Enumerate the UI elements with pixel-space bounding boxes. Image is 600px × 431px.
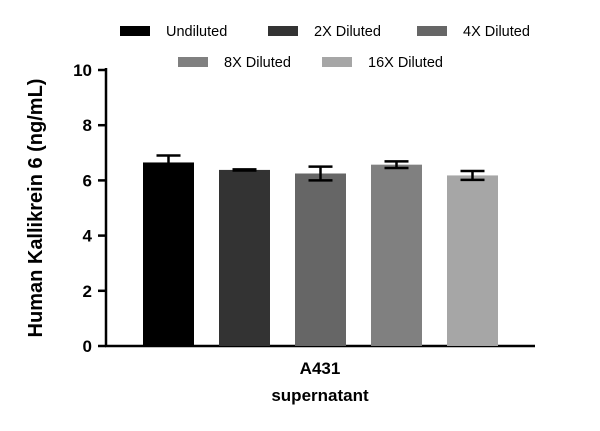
y-ticks: 0 2 4 6 8 10	[73, 61, 106, 356]
y-tick-label: 0	[83, 337, 92, 356]
legend-swatch-1	[120, 26, 150, 36]
bar-3	[295, 173, 346, 346]
legend-label-1: Undiluted	[166, 24, 227, 40]
legend-swatch-4	[178, 57, 208, 67]
legend-swatch-5	[322, 57, 352, 67]
y-tick-label: 10	[73, 61, 92, 80]
legend-label-4: 8X Diluted	[224, 55, 291, 71]
legend-swatch-2	[268, 26, 298, 36]
y-tick-label: 2	[83, 282, 92, 301]
y-tick-label: 4	[83, 227, 93, 246]
bar-4	[371, 164, 422, 346]
legend-swatch-3	[417, 26, 447, 36]
bar-1	[143, 162, 194, 346]
legend: Undiluted 2X Diluted 4X Diluted 8X Diluted 1…	[120, 24, 530, 71]
legend-label-5: 16X Diluted	[368, 55, 443, 71]
bar-5	[447, 175, 498, 346]
bar-2	[219, 169, 270, 346]
y-tick-label: 6	[83, 171, 92, 190]
error-bars	[156, 154, 485, 182]
legend-label-2: 2X Diluted	[314, 24, 381, 40]
y-axis-title: Human Kallikrein 6 (ng/mL)	[25, 79, 47, 338]
legend-label-3: 4X Diluted	[463, 24, 530, 40]
bars	[143, 162, 498, 346]
x-group-label-line-1: A431	[300, 359, 341, 378]
y-tick-label: 8	[83, 116, 92, 135]
x-group-label-line-2: supernatant	[271, 386, 369, 405]
